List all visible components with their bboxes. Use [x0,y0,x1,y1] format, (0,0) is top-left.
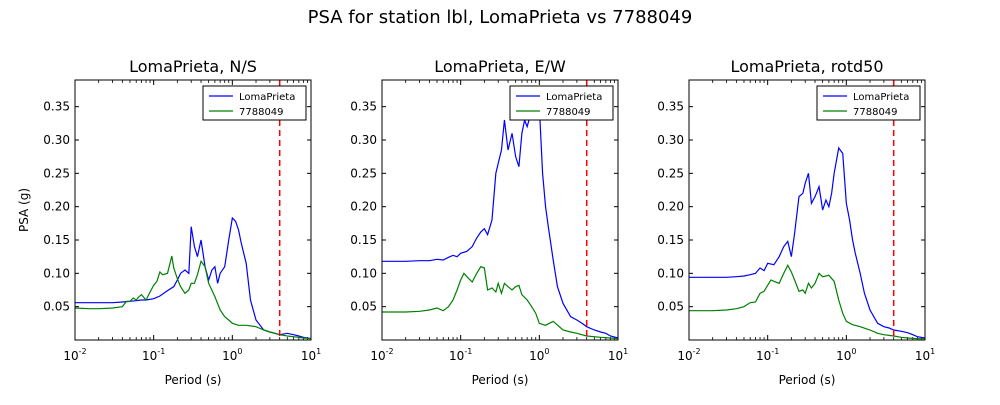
x-tick-label: 101 [608,347,628,363]
x-axis-label: Period (s) [472,373,529,387]
legend: LomaPrieta 7788049 [509,85,614,121]
y-axis-label: PSA (g) [17,188,31,232]
legend: LomaPrieta 7788049 [202,85,307,121]
y-tick-label: 0.05 [657,300,684,314]
y-tick-label: 0.25 [657,166,684,180]
x-tick-label: 10-1 [756,347,779,363]
y-tick-label: 0.05 [350,300,377,314]
y-tick-label: 0.10 [350,266,377,280]
plot-frame [688,79,926,341]
y-tick-label: 0.35 [350,100,377,114]
series-line-lomaprieta [689,146,925,339]
y-tick-label: 0.35 [657,100,684,114]
x-tick-label: 100 [836,347,856,363]
x-tick-label: 101 [915,347,935,363]
x-tick-label: 10-1 [449,347,472,363]
y-tick-label: 0.15 [43,233,70,247]
y-tick-label: 0.30 [350,133,377,147]
y-tick-label: 0.15 [657,233,684,247]
legend-box [816,85,921,121]
legend-label: 7788049 [853,107,898,118]
plot-frame [381,79,619,341]
chart-panel-3: LomaPrieta, rotd50 0.05 0.10 0.15 0.20 0.25 0.… [657,57,935,387]
x-tick-label: 100 [529,347,549,363]
chart-panel-2: LomaPrieta, E/W 0.05 0.10 0.15 0.20 0.25 0.30 0… [350,57,628,387]
x-tick-label: 10-2 [63,347,86,363]
y-tick-label: 0.05 [43,300,70,314]
y-tick-label: 0.10 [657,266,684,280]
x-tick-label: 100 [222,347,242,363]
x-tick-label: 101 [301,347,321,363]
x-axis-label: Period (s) [779,373,836,387]
legend-label: 7788049 [546,107,591,118]
legend-label: LomaPrieta [546,92,602,103]
legend-label: 7788049 [239,107,284,118]
y-tick-label: 0.15 [350,233,377,247]
figure-title: PSA for station lbl, LomaPrieta vs 77880… [308,7,693,28]
y-tick-label: 0.30 [657,133,684,147]
legend: LomaPrieta 7788049 [816,85,921,121]
y-tick-label: 0.35 [43,100,70,114]
x-tick-label: 10-2 [370,347,393,363]
legend-box [509,85,614,121]
subplot-title: LomaPrieta, rotd50 [730,57,883,76]
legend-box [202,85,307,121]
plot-frame [74,79,312,341]
subplot-title: LomaPrieta, E/W [434,57,566,76]
subplot-title: LomaPrieta, N/S [129,57,257,76]
series-line-7788049 [382,265,618,340]
y-tick-label: 0.25 [43,166,70,180]
series-line-7788049 [689,264,925,340]
x-tick-label: 10-2 [677,347,700,363]
y-tick-label: 0.20 [43,200,70,214]
chart-panel-1: LomaPrieta, N/S 0.05 0.10 0.15 0.20 0.25 0.30 0… [17,57,321,387]
series-line-7788049 [75,255,311,340]
x-axis-label: Period (s) [165,373,222,387]
series-line-lomaprieta [382,86,618,339]
x-tick-label: 10-1 [142,347,165,363]
y-tick-label: 0.10 [43,266,70,280]
y-tick-label: 0.20 [350,200,377,214]
y-tick-label: 0.25 [350,166,377,180]
y-tick-label: 0.30 [43,133,70,147]
series-line-lomaprieta [75,216,311,340]
legend-label: LomaPrieta [853,92,909,103]
y-tick-label: 0.20 [657,200,684,214]
legend-label: LomaPrieta [239,92,295,103]
